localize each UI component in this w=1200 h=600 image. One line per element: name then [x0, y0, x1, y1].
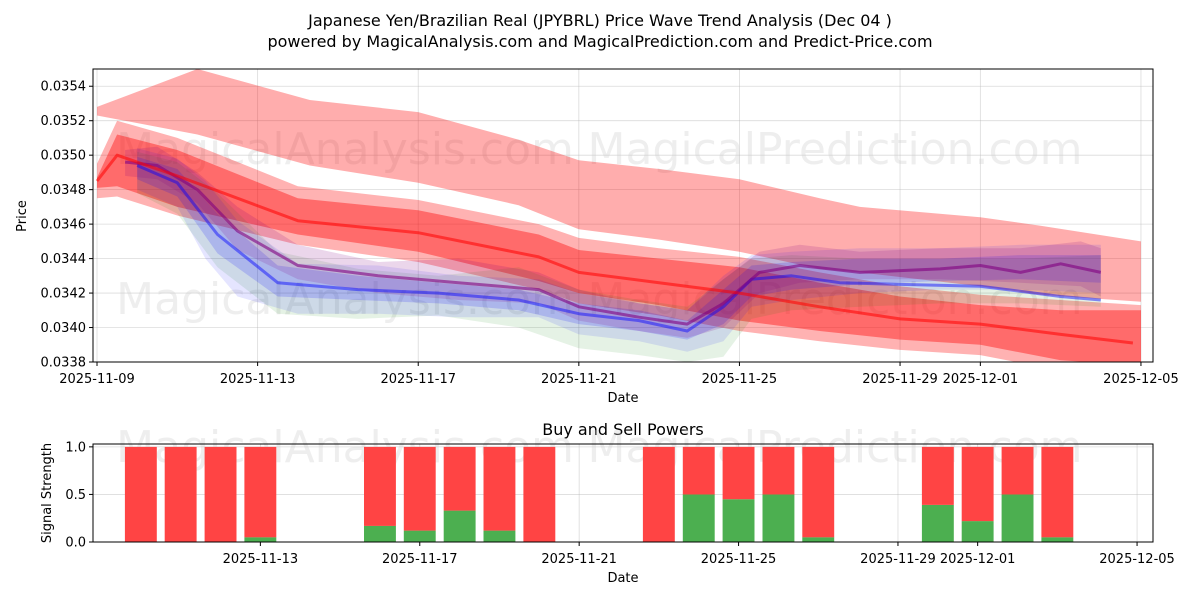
buy-bar: [483, 530, 516, 542]
blue-forecast-line: [136, 164, 1101, 333]
signal-x-label: Date: [607, 571, 638, 586]
sell-bar: [682, 446, 715, 495]
blue-forecast-shade-inner: [137, 156, 1101, 340]
price-y-tick-label: 0.0350: [41, 149, 87, 164]
signal-y-tick-label: 1.0: [65, 440, 86, 455]
signal-y-axis: 0.0 0.5 1.0: [65, 440, 93, 551]
sell-bar: [762, 446, 795, 495]
chart-title-line1: Japanese Yen/Brazilian Real (JPYBRL) Pri…: [307, 11, 892, 30]
sell-bar: [722, 446, 755, 500]
sell-bar: [802, 446, 835, 538]
buy-bar: [682, 494, 715, 542]
price-y-label: Price: [15, 200, 30, 232]
sell-bar: [523, 446, 556, 542]
green-forecast-shade: [137, 151, 1101, 362]
buy-bar: [1041, 537, 1074, 542]
sell-bar: [921, 446, 954, 505]
price-y-tick-label: 0.0338: [41, 356, 87, 371]
watermark-analysis-mid: MagicalAnalysis.com: [116, 274, 574, 325]
price-x-tick-label: 2025-12-01: [943, 372, 1019, 387]
sell-bar: [961, 446, 994, 522]
signal-title: Buy and Sell Powers: [542, 420, 704, 439]
chart-title-line2: powered by MagicalAnalysis.com and Magic…: [267, 32, 932, 51]
price-grid: [93, 69, 1153, 363]
price-x-axis: 2025-11-09 2025-11-13 2025-11-17 2025-11-21…: [59, 362, 1179, 387]
buy-bar: [762, 494, 795, 542]
sell-bar: [164, 446, 197, 542]
price-watermarks: MagicalAnalysis.com MagicalPrediction.co…: [116, 124, 1082, 325]
sell-bar: [403, 446, 436, 531]
buy-bar: [443, 510, 476, 542]
signal-x-tick-label: 2025-12-01: [940, 552, 1016, 567]
price-x-tick-label: 2025-11-09: [59, 372, 135, 387]
sell-bar: [443, 446, 476, 511]
price-y-tick-label: 0.0342: [41, 287, 87, 302]
price-x-tick-label: 2025-11-25: [702, 372, 778, 387]
sell-bar: [364, 446, 396, 526]
signal-plot-frame: [92, 443, 1154, 543]
signal-x-tick-label: 2025-11-21: [541, 552, 617, 567]
sell-bar: [1001, 446, 1034, 495]
purple-forecast-line: [124, 160, 1102, 326]
signal-chart: Buy and Sell Powers MagicalAnalysis.com …: [40, 420, 1175, 586]
sell-bar: [124, 446, 157, 542]
blue-forecast-shade-outer: [137, 148, 1101, 352]
price-x-tick-label: 2025-11-13: [220, 372, 296, 387]
signal-y-tick-label: 0.0: [65, 536, 86, 551]
price-y-tick-label: 0.0354: [41, 80, 87, 95]
sell-bar: [1041, 446, 1074, 538]
buy-bar: [961, 521, 994, 542]
price-y-tick-label: 0.0348: [41, 183, 87, 198]
price-y-axis: 0.0338 0.0340 0.0342 0.0344 0.0346 0.0348 0.03…: [41, 80, 93, 371]
signal-x-tick-label: 2025-11-25: [701, 552, 777, 567]
price-x-tick-label: 2025-11-17: [380, 372, 456, 387]
price-chart: MagicalAnalysis.com MagicalPrediction.co…: [15, 68, 1179, 406]
buy-bar: [1001, 494, 1034, 542]
price-series: [95, 69, 1141, 362]
buy-bar: [802, 537, 835, 542]
watermark-prediction-mid: MagicalPrediction.com: [588, 274, 1083, 325]
sell-bar: [483, 446, 516, 531]
watermark-analysis-top: MagicalAnalysis.com: [116, 124, 574, 175]
price-y-tick-label: 0.0346: [41, 218, 87, 233]
signal-x-tick-label: 2025-11-17: [382, 552, 458, 567]
price-x-tick-label: 2025-11-29: [862, 372, 938, 387]
price-x-label: Date: [607, 391, 638, 406]
signal-x-tick-label: 2025-12-05: [1099, 552, 1175, 567]
sell-bar: [244, 446, 277, 538]
lower-red-band-inner: [97, 134, 1141, 362]
price-x-tick-label: 2025-12-05: [1103, 372, 1179, 387]
price-x-tick-label: 2025-11-21: [541, 372, 617, 387]
upper-red-band: [97, 69, 1141, 302]
signal-bars: [124, 446, 1074, 542]
buy-bar: [403, 530, 436, 542]
lower-red-band-outer: [97, 120, 1141, 362]
buy-bar: [722, 499, 755, 542]
price-y-tick-label: 0.0340: [41, 321, 87, 336]
buy-bar: [244, 537, 277, 542]
buy-bar: [921, 504, 954, 542]
price-y-tick-label: 0.0352: [41, 114, 87, 129]
watermark-prediction-top: MagicalPrediction.com: [588, 124, 1083, 175]
price-plot-frame: [92, 68, 1154, 363]
buy-bar: [364, 525, 396, 542]
signal-x-axis: 2025-11-13 2025-11-17 2025-11-21 2025-11-25…: [223, 542, 1175, 567]
sell-bar: [642, 446, 675, 542]
price-y-tick-label: 0.0344: [41, 252, 87, 267]
purple-forecast-shade: [125, 146, 1101, 338]
signal-x-tick-label: 2025-11-13: [223, 552, 299, 567]
signal-y-label: Signal Strength: [40, 443, 55, 543]
signal-x-tick-label: 2025-11-29: [860, 552, 936, 567]
signal-y-tick-label: 0.5: [65, 488, 86, 503]
red-trend-line: [95, 153, 1134, 345]
sell-bar: [204, 446, 237, 542]
